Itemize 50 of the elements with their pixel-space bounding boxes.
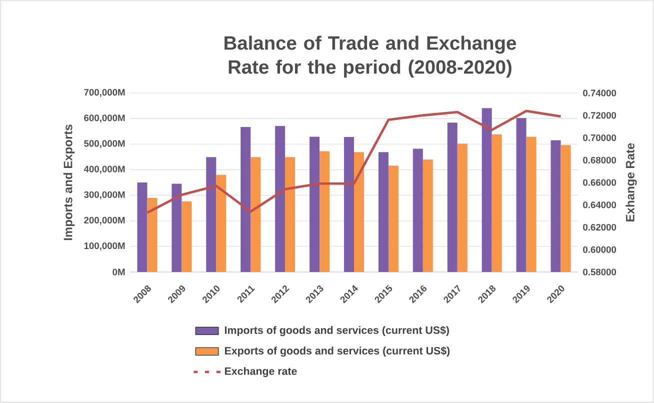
y-tick-label: 700,000M [84, 89, 125, 97]
bar [275, 126, 286, 272]
bar [250, 157, 261, 272]
bar [137, 182, 148, 272]
y-tick-label: 400,000M [84, 166, 125, 174]
bar [206, 157, 216, 272]
y2-axis-title: Exhange Rate [626, 143, 637, 222]
bar [412, 148, 423, 272]
y-tick-label: 600,000M [84, 114, 125, 123]
bar [422, 159, 433, 272]
y2-tick-label: 0.66000 [583, 179, 616, 186]
bar [492, 134, 502, 272]
y-tick-label: 100,000M [84, 242, 125, 250]
chart-title: Balance of Trade and Exchange Rate for the period (2008-2020) [224, 36, 516, 78]
bar [354, 152, 364, 272]
bar [388, 166, 398, 272]
bar [147, 198, 158, 272]
bar [320, 151, 330, 272]
bar [285, 157, 296, 272]
bar [172, 184, 182, 272]
y-tick-label: 0M [112, 268, 125, 276]
y2-tick-label: 0.62000 [583, 224, 616, 231]
y-axis-title: Imports and Exports [63, 124, 75, 240]
y-tick-label: 300,000M [84, 191, 125, 200]
bar [344, 136, 354, 272]
bar [378, 152, 388, 272]
bar [550, 140, 561, 272]
y-tick-label: 200,000M [84, 216, 125, 225]
bar [457, 144, 468, 272]
legend-label: Exports of goods and services (current US$) [225, 346, 450, 357]
y2-tick-label: 0.64000 [583, 202, 616, 208]
y2-tick-label: 0.70000 [583, 134, 616, 142]
y2-tick-label: 0.60000 [583, 246, 616, 253]
bar [240, 127, 251, 272]
bar [560, 145, 571, 272]
bar [482, 108, 492, 272]
y2-tick-label: 0.58000 [583, 268, 616, 276]
bar [216, 174, 226, 272]
y2-tick-label: 0.74000 [583, 90, 616, 96]
bar [310, 136, 320, 272]
bar [516, 118, 526, 272]
y2-tick-label: 0.72000 [583, 112, 616, 119]
legend-label: Imports of goods and services (current US$) [225, 326, 449, 336]
bar [182, 201, 192, 272]
bar [447, 122, 458, 272]
y-tick-label: 500,000M [84, 140, 125, 148]
line-series [146, 110, 562, 214]
y2-tick-label: 0.68000 [583, 156, 616, 164]
legend-label: Exchange rate [225, 367, 297, 378]
bar [526, 136, 536, 272]
